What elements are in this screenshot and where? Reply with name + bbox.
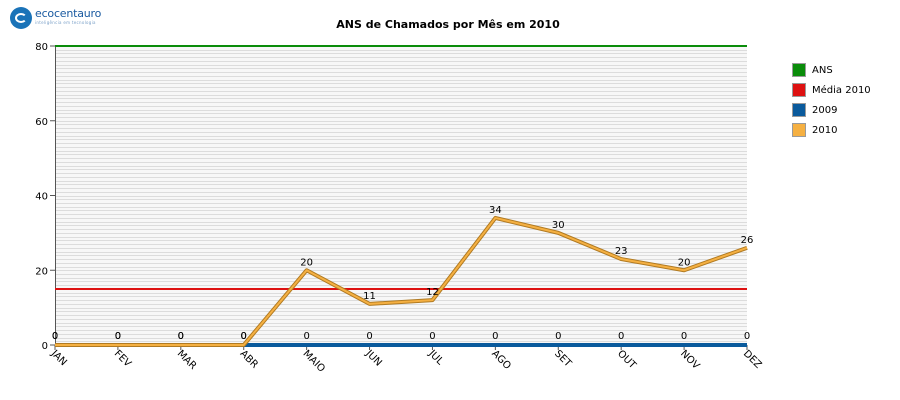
series-2010-data-label: 34 [489, 205, 502, 216]
series-2009-data-label: 0 [555, 331, 561, 342]
legend-swatch [792, 103, 806, 117]
y-tick-label: 60 [35, 117, 48, 128]
legend-label: 2010 [812, 124, 838, 136]
logo-tagline: inteligência em tecnologia [35, 20, 96, 25]
series-2010-data-label: 30 [552, 220, 565, 231]
gridlines [55, 50, 747, 342]
series-2009-data-label: 0 [618, 331, 624, 342]
legend-label: ANS [812, 64, 833, 76]
legend-item: ANS [792, 60, 871, 80]
series-2009-data-label: 0 [303, 331, 309, 342]
y-tick-label: 20 [35, 266, 48, 277]
series-2010-data-label: 20 [300, 257, 313, 268]
logo-mark-icon [10, 7, 32, 29]
legend-item: 2010 [792, 120, 871, 140]
series-2010-data-label: 26 [741, 235, 754, 246]
series-2010-data-label: 0 [52, 331, 58, 342]
x-tick-label: OUT [615, 348, 638, 371]
chart-legend: ANS Média 2010 2009 2010 [792, 60, 871, 140]
chart-title: ANS de Chamados por Mês em 2010 [336, 18, 560, 31]
x-tick-label: MAIO [301, 348, 327, 374]
y-tick-label: 80 [35, 42, 48, 53]
legend-item: Média 2010 [792, 80, 871, 100]
series-2010-data-label: 0 [241, 331, 247, 342]
series-2009-data-label: 0 [681, 331, 687, 342]
logo-name: ecocentauro [35, 7, 102, 20]
x-tick-label: MAR [175, 348, 199, 372]
series-2009-data-label: 0 [366, 331, 372, 342]
legend-label: 2009 [812, 104, 838, 116]
y-tick-label: 0 [42, 341, 48, 352]
x-tick-label: FEV [112, 348, 133, 369]
series-2009-data-label: 0 [178, 331, 184, 342]
legend-swatch [792, 63, 806, 77]
x-tick-label: JAN [48, 348, 69, 369]
series-2009-data-label: 0 [744, 331, 750, 342]
series-2010-data-label: 0 [115, 331, 121, 342]
series-2009-data-label: 0 [429, 331, 435, 342]
x-tick-label: DEZ [741, 348, 764, 371]
series-2010-data-label: 23 [615, 246, 628, 257]
legend-item: 2009 [792, 100, 871, 120]
x-tick-label: JUN [363, 348, 384, 369]
series-2010-data-label: 0 [178, 331, 184, 342]
series-2009-data-label: 0 [115, 331, 121, 342]
series-2010-line [55, 216, 748, 346]
series-2009-data-label: 0 [492, 331, 498, 342]
series-2009-data-label: 0 [52, 331, 58, 342]
x-tick-label: ABR [238, 348, 260, 370]
x-tick-label: SET [552, 348, 574, 370]
series-2010-data-label: 12 [426, 287, 439, 298]
series-2010-data-label: 11 [363, 291, 376, 302]
company-logo: ecocentauro inteligência em tecnologia [10, 6, 120, 32]
x-tick-label: AGO [489, 348, 513, 372]
y-tick-label: 40 [35, 192, 48, 203]
legend-swatch [792, 123, 806, 137]
series-2010-data-label: 20 [678, 257, 691, 268]
legend-swatch [792, 83, 806, 97]
x-tick-label: NOV [678, 348, 701, 371]
x-tick-label: JUL [426, 348, 446, 368]
legend-label: Média 2010 [812, 84, 871, 96]
series-2009-data-label: 0 [241, 331, 247, 342]
